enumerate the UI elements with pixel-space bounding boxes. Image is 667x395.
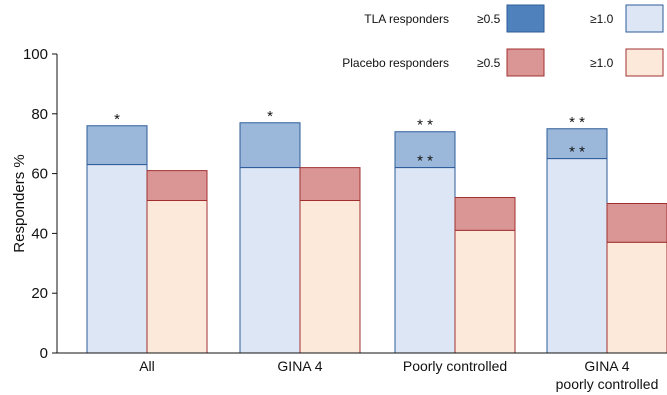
bar-placebo-ge0.5-segment bbox=[146, 170, 208, 202]
legend-swatch bbox=[625, 4, 664, 33]
y-tick-label: 40 bbox=[31, 225, 48, 242]
bar-placebo-ge1.0-segment bbox=[299, 200, 361, 354]
bar-placebo-ge0.5-segment bbox=[606, 203, 667, 243]
significance-marker: * * bbox=[417, 153, 433, 170]
bar-tla-ge1.0-segment bbox=[394, 167, 456, 354]
significance-marker: * * bbox=[417, 117, 433, 134]
legend-swatch bbox=[506, 48, 545, 77]
significance-marker: * bbox=[114, 111, 120, 128]
bar-tla-ge1.0-segment bbox=[239, 167, 301, 354]
y-tick-label: 60 bbox=[31, 166, 48, 183]
y-axis: 0 20 40 60 80 100 Responders % bbox=[11, 46, 58, 362]
y-tick-label: 100 bbox=[23, 46, 48, 63]
legend-swatch bbox=[625, 48, 664, 77]
legend-threshold: ≥0.5 bbox=[477, 12, 501, 26]
category-label: poorly controlled bbox=[556, 376, 659, 392]
category-label: Poorly controlled bbox=[403, 358, 507, 374]
category-label: All bbox=[139, 358, 155, 374]
bar-placebo-ge1.0-segment bbox=[606, 241, 667, 354]
bar-tla-ge0.5-segment bbox=[86, 125, 148, 166]
significance-marker: * bbox=[267, 108, 273, 125]
category-label: GINA 4 bbox=[584, 358, 629, 374]
bar-tla-ge0.5-segment bbox=[239, 122, 301, 169]
bar-tla-ge0.5-segment bbox=[546, 128, 608, 160]
significance-marker: * * bbox=[569, 144, 585, 161]
bar-placebo-ge1.0-segment bbox=[454, 229, 516, 354]
bar-tla-ge1.0-segment bbox=[546, 158, 608, 354]
legend-threshold: ≥0.5 bbox=[477, 56, 501, 70]
y-tick-label: 20 bbox=[31, 285, 48, 302]
bars: * * * * * * * * * * bbox=[86, 108, 667, 354]
y-tick-label: 0 bbox=[40, 345, 48, 362]
y-axis-label: Responders % bbox=[11, 154, 28, 252]
significance-marker: * * bbox=[569, 114, 585, 131]
legend-swatch bbox=[506, 4, 545, 33]
legend-label: Placebo responders bbox=[342, 56, 449, 70]
y-tick-label: 80 bbox=[31, 106, 48, 123]
bar-tla-ge1.0-segment bbox=[86, 164, 148, 354]
bar-placebo-ge1.0-segment bbox=[146, 200, 208, 354]
bar-placebo-ge0.5-segment bbox=[454, 197, 516, 231]
legend-threshold: ≥1.0 bbox=[590, 12, 614, 26]
legend: TLA responders ≥0.5 ≥1.0 Placebo responders… bbox=[342, 4, 664, 77]
bar-placebo-ge0.5-segment bbox=[299, 167, 361, 202]
category-label: GINA 4 bbox=[277, 358, 322, 374]
x-axis: All GINA 4 Poorly controlled GINA 4 poorly c… bbox=[57, 352, 667, 392]
legend-label: TLA responders bbox=[364, 12, 449, 26]
legend-threshold: ≥1.0 bbox=[590, 56, 614, 70]
